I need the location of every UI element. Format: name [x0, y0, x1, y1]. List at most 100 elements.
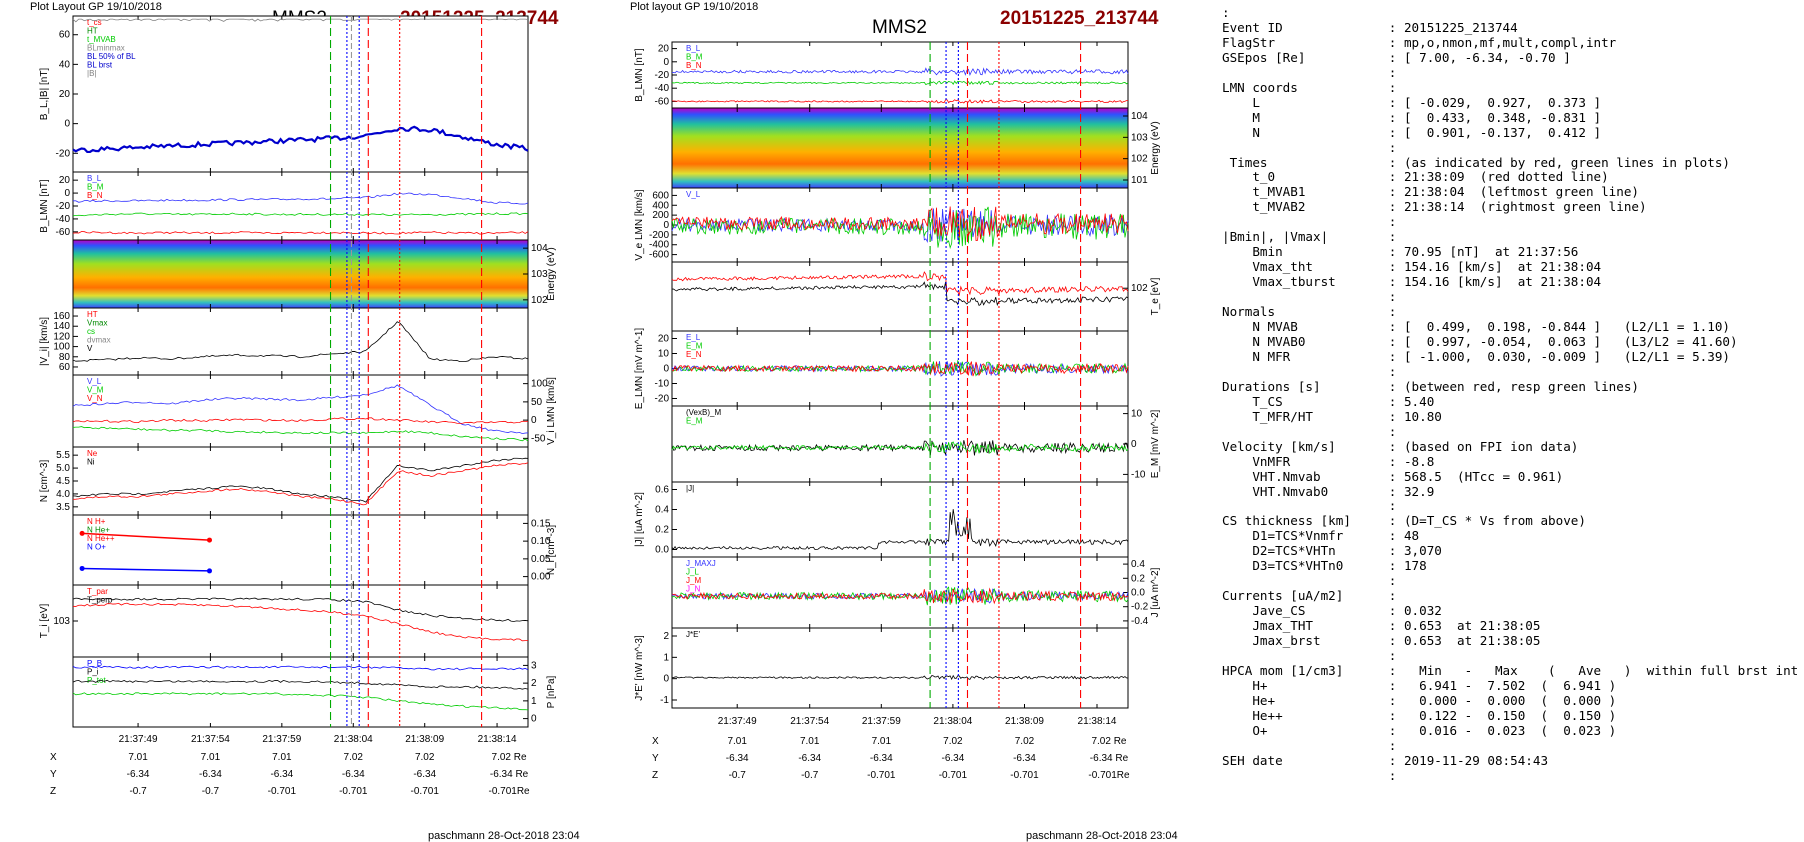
y-tick-label: 0.0	[655, 545, 669, 556]
info-line: :	[1388, 289, 1397, 305]
info-line: T_CS : 5.40	[1252, 393, 1435, 409]
y-tick-label: 0	[663, 674, 669, 685]
y-tick-label: 0	[531, 415, 537, 426]
y-tick-label: 0.4	[1131, 559, 1145, 570]
y-tick-label: -20	[655, 70, 670, 81]
coord-value: -6.34 Re	[490, 769, 529, 780]
series-line	[671, 208, 1129, 244]
legend-entry: Vmax	[87, 319, 107, 328]
info-line: FlagStr : mp,o,nmon,mf,mult,compl,intr	[1222, 34, 1617, 50]
y-tick-label: 0.0	[1131, 588, 1145, 599]
series-line	[671, 206, 1129, 250]
coord-value: 7.02	[1015, 736, 1035, 747]
coord-value: -0.7	[129, 786, 147, 797]
x-tick-label: 21:37:49	[119, 734, 158, 745]
y-tick-label: 0	[531, 714, 537, 725]
data-point	[207, 568, 212, 574]
info-line: O+ : 0.016 - 0.023 ( 0.023 )	[1252, 722, 1617, 738]
legend-entry: (VexB)_M	[686, 408, 721, 417]
legend-entry: HT	[87, 310, 98, 319]
y-tick-label: 2	[531, 678, 537, 689]
series-line	[671, 281, 1129, 307]
x-tick-label: 21:38:09	[1005, 716, 1044, 727]
panel-frame	[671, 107, 1129, 189]
series-line	[72, 384, 529, 435]
coord-value: -6.34	[270, 769, 293, 780]
info-line: Durations [s] : (between red, resp green…	[1222, 378, 1640, 394]
coord-value: -6.34 Re	[1090, 753, 1129, 764]
series-line	[671, 587, 1129, 605]
panel-frame	[72, 584, 529, 658]
series-line	[671, 67, 1129, 77]
info-line: LMN coords :	[1222, 79, 1397, 95]
panel-frame	[671, 41, 1129, 109]
series-line	[671, 587, 1129, 604]
legend-entry: P_i	[87, 668, 99, 677]
legend-entry: cs	[87, 327, 95, 336]
info-line: Vmax_tburst : 154.16 [km/s] at 21:38:04	[1252, 274, 1602, 290]
series-line	[72, 426, 529, 442]
y-tick-label: 60	[59, 30, 71, 41]
info-line: Normals :	[1222, 304, 1397, 320]
y-tick-label: 3	[531, 660, 537, 671]
y-tick-label: 103	[53, 616, 70, 627]
coord-value: 7.01	[727, 736, 747, 747]
info-line: N MVAB : [ 0.499, 0.198, -0.844 ] (L2/L1…	[1252, 319, 1730, 335]
info-line: Bmin : 70.95 [nT] at 21:37:56	[1252, 244, 1579, 260]
y-tick-label: 104	[531, 243, 548, 254]
y-tick-label: -50	[531, 433, 546, 444]
y-tick-label: 3.5	[56, 502, 70, 513]
legend-entry: V_L	[686, 190, 701, 199]
series-line	[72, 692, 529, 711]
series-line	[72, 679, 529, 690]
y-tick-label: 100	[53, 342, 70, 353]
coord-value: -0.7	[202, 786, 220, 797]
legend-entry: B_L	[686, 44, 701, 53]
y-tick-label: -200	[649, 230, 669, 241]
info-line: GSEpos [Re] : [ 7.00, -6.34, -0.70 ]	[1222, 49, 1571, 65]
coord-value: -0.701	[411, 786, 440, 797]
info-line: Event ID : 20151225_213744	[1222, 19, 1518, 35]
series-line	[72, 597, 529, 622]
y-tick-label: 160	[53, 311, 70, 322]
y-tick-label: 20	[658, 44, 670, 55]
info-line: :	[1388, 767, 1397, 783]
legend-entry: E_L	[686, 333, 701, 342]
x-tick-label: 21:37:54	[191, 734, 230, 745]
footer-2: paschmann 28-Oct-2018 23:04	[1026, 830, 1178, 842]
coord-value: 7.02 Re	[492, 752, 527, 763]
info-line: :	[1388, 498, 1397, 514]
y-tick-label: 400	[652, 200, 669, 211]
legend-entry: V_N	[87, 394, 103, 403]
legend-entry: |J|	[686, 484, 694, 493]
series-line	[671, 206, 1129, 241]
y-tick-label: 103	[1131, 132, 1148, 143]
x-tick-label: 21:38:04	[334, 734, 373, 745]
info-line: :	[1388, 573, 1397, 589]
y-tick-label: 5.5	[56, 450, 70, 461]
y-axis-label: V_e LMN [km/s]	[634, 189, 645, 260]
coord-value: -0.701	[939, 770, 968, 781]
coord-value: 7.02 Re	[1091, 736, 1126, 747]
coord-label: Z	[652, 770, 658, 781]
panel-frame	[72, 446, 529, 516]
coord-value: 7.02	[344, 752, 364, 763]
panel-frame	[72, 514, 529, 586]
y-tick-label: -40	[56, 214, 71, 225]
info-line: D2=TCS*VHTn : 3,070	[1252, 543, 1442, 559]
info-line: Jmax_THT : 0.653 at 21:38:05	[1252, 618, 1541, 634]
y-axis-label: Energy (eV)	[546, 247, 557, 300]
legend-entry: BL brst	[87, 61, 113, 70]
event-info-text: : Event ID : 20151225_213744 FlagStr : m…	[1222, 5, 1798, 784]
legend-entry: T_par	[87, 587, 108, 596]
series-line	[72, 231, 529, 235]
y-tick-label: 0	[64, 119, 70, 130]
series-line	[82, 567, 210, 572]
info-line: VnMFR : -8.8	[1252, 453, 1435, 469]
x-tick-label: 21:38:04	[933, 716, 972, 727]
legend-entry: T_perp	[87, 596, 113, 605]
y-tick-label: 100	[531, 379, 548, 390]
legend-entry: B_M	[686, 53, 703, 62]
coord-value: 7.01	[201, 752, 221, 763]
